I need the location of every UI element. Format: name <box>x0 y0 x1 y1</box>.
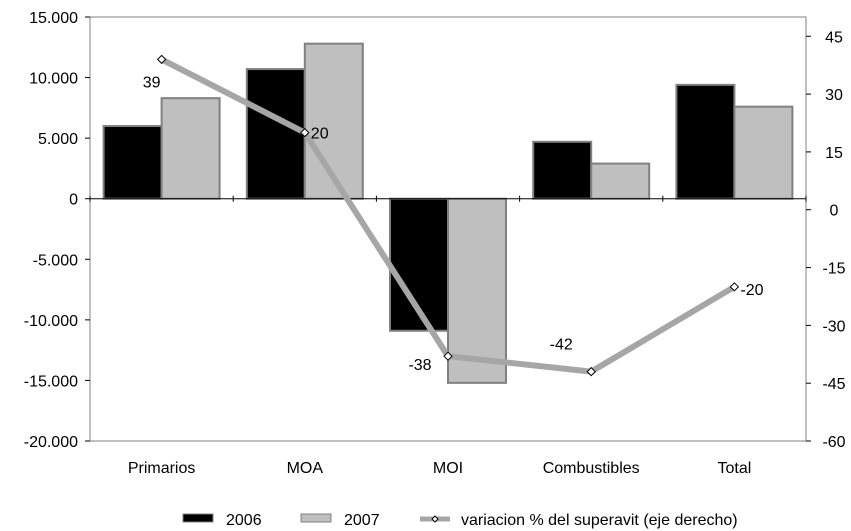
bar-2007-total <box>733 105 794 200</box>
category-label-combustibles: Combustibles <box>543 460 640 477</box>
left-axis-tick-label: 10.000 <box>29 71 78 88</box>
bar-2006-moa <box>245 68 306 200</box>
left-axis-tick-label: -10.000 <box>24 313 78 330</box>
category-label-moi: MOI <box>433 460 463 477</box>
plot-frame <box>89 16 807 442</box>
bar-2006-total <box>675 83 736 200</box>
right-axis-tick-label: -60 <box>822 434 845 451</box>
left-axis-tick-label: 0 <box>69 192 78 209</box>
line-data-label-moa: 20 <box>311 126 329 143</box>
category-label-total: Total <box>718 460 752 477</box>
legend: 2006 2007 variacion % del superavit (eje d… <box>182 512 738 529</box>
plot-area-border <box>89 16 807 442</box>
right-axis-tick-label: -45 <box>822 376 845 393</box>
line-data-label-primarios: 39 <box>143 74 161 91</box>
left-axis-tick-label: 5.000 <box>38 131 78 148</box>
right-axis-tick-label: -30 <box>822 318 845 335</box>
line-data-label-total: -20 <box>740 282 763 299</box>
bar-2006-combustibles <box>532 140 593 200</box>
legend-swatch-marker <box>431 515 439 523</box>
bar-2007-primarios <box>160 97 221 200</box>
right-axis-tick-label: 0 <box>830 203 839 220</box>
bar-2006-moi <box>389 197 449 332</box>
labels-group: Primarios MOA MOI Combustibles Total 39 20 -38 -… <box>128 74 764 477</box>
category-label-primarios: Primarios <box>128 460 196 477</box>
line-marker-moi <box>443 351 453 361</box>
bar-2006-primarios <box>102 125 163 200</box>
left-axis-tick-label: -15.000 <box>24 373 78 390</box>
right-axis-tick-label: -15 <box>822 261 845 278</box>
line-data-label-moi: -38 <box>408 357 431 374</box>
line-data-label-combustibles: -42 <box>550 337 573 354</box>
line-marker-moa <box>300 127 310 138</box>
right-axis-tick-label: 45 <box>825 29 843 46</box>
line-marker-primarios <box>156 54 167 65</box>
line-series-group <box>156 54 740 377</box>
legend-label-2006: 2006 <box>226 512 262 529</box>
left-axis-tick-label: 15.000 <box>29 10 78 27</box>
bars-group <box>102 42 794 384</box>
legend-label-2007: 2007 <box>344 512 380 529</box>
left-axis-tick-label: -5.000 <box>33 252 78 269</box>
right-axis-tick-label: 15 <box>825 145 843 162</box>
bar-2007-combustibles <box>590 162 651 200</box>
left-axis-tick-label: -20.000 <box>24 434 78 451</box>
line-marker-total <box>729 282 740 292</box>
axes-group: 15.000 10.000 5.000 0 -5.000 -10.000 -15.000 -2… <box>24 10 846 451</box>
line-marker-combustibles <box>586 366 596 377</box>
legend-swatch-2006 <box>182 513 214 523</box>
category-label-moa: MOA <box>287 460 324 477</box>
legend-label-variacion: variacion % del superavit (eje derecho) <box>461 512 738 529</box>
legend-swatch-2007 <box>300 513 332 523</box>
right-axis-tick-label: 30 <box>825 87 843 104</box>
